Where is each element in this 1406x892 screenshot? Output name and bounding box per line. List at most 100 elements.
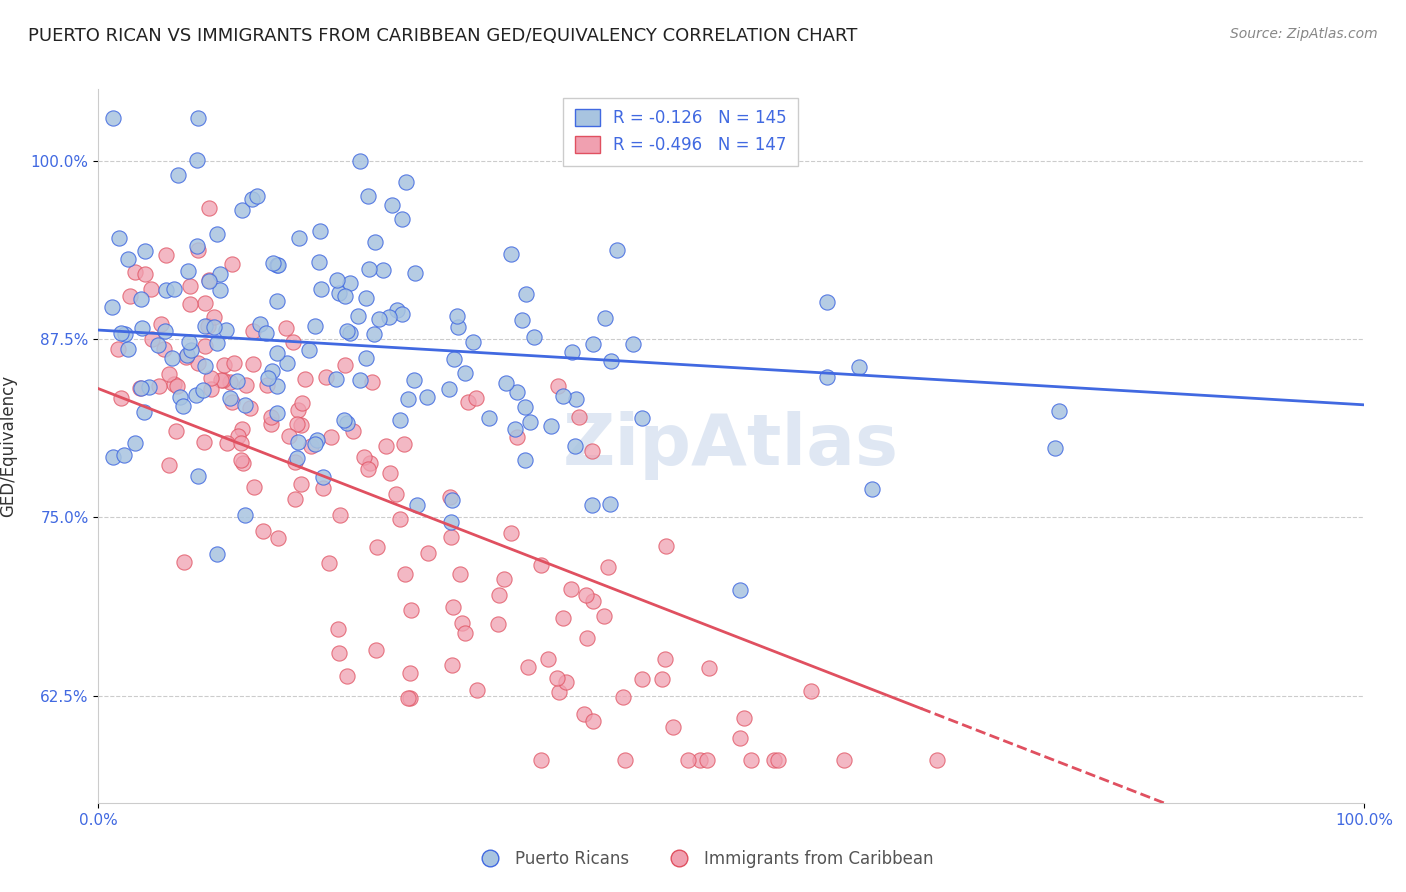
Immigrants from Caribbean — [141, 332, 163, 346]
Immigrants from Caribbean — [231, 422, 253, 436]
Puerto Ricans — [233, 398, 256, 412]
Immigrants from Caribbean — [441, 599, 464, 614]
Text: ZipAtlas: ZipAtlas — [564, 411, 898, 481]
Puerto Ricans — [599, 497, 621, 511]
Immigrants from Caribbean — [278, 429, 301, 443]
Text: Source: ZipAtlas.com: Source: ZipAtlas.com — [1230, 27, 1378, 41]
Legend: R = -0.126   N = 145, R = -0.496   N = 147: R = -0.126 N = 145, R = -0.496 N = 147 — [562, 97, 799, 166]
Immigrants from Caribbean — [394, 567, 416, 582]
Puerto Ricans — [262, 364, 284, 378]
Immigrants from Caribbean — [287, 403, 309, 417]
Puerto Ricans — [515, 400, 537, 414]
Immigrants from Caribbean — [211, 374, 233, 388]
Puerto Ricans — [381, 198, 404, 212]
Puerto Ricans — [266, 293, 288, 308]
Puerto Ricans — [276, 356, 298, 370]
Puerto Ricans — [437, 382, 460, 396]
Puerto Ricans — [309, 224, 332, 238]
Immigrants from Caribbean — [548, 684, 571, 698]
Immigrants from Caribbean — [488, 616, 510, 631]
Immigrants from Caribbean — [328, 508, 350, 522]
Puerto Ricans — [582, 337, 605, 351]
Immigrants from Caribbean — [399, 690, 422, 705]
Immigrants from Caribbean — [200, 371, 222, 385]
Puerto Ricans — [267, 258, 290, 272]
Puerto Ricans — [233, 508, 256, 523]
Puerto Ricans — [129, 293, 152, 307]
Immigrants from Caribbean — [465, 391, 488, 405]
Puerto Ricans — [231, 202, 253, 217]
Immigrants from Caribbean — [575, 588, 598, 602]
Puerto Ricans — [495, 376, 517, 390]
Puerto Ricans — [363, 235, 385, 249]
Immigrants from Caribbean — [150, 317, 173, 331]
Puerto Ricans — [177, 335, 200, 350]
Immigrants from Caribbean — [328, 622, 350, 636]
Immigrants from Caribbean — [768, 753, 790, 767]
Immigrants from Caribbean — [832, 753, 855, 767]
Puerto Ricans — [515, 286, 537, 301]
Immigrants from Caribbean — [128, 381, 150, 395]
Puerto Ricans — [194, 319, 217, 334]
Immigrants from Caribbean — [285, 417, 308, 431]
Puerto Ricans — [176, 348, 198, 362]
Puerto Ricans — [208, 268, 231, 282]
Immigrants from Caribbean — [494, 572, 516, 586]
Immigrants from Caribbean — [118, 289, 141, 303]
Puerto Ricans — [172, 399, 194, 413]
Immigrants from Caribbean — [662, 720, 685, 734]
Immigrants from Caribbean — [252, 524, 274, 538]
Immigrants from Caribbean — [560, 582, 582, 596]
Immigrants from Caribbean — [232, 456, 254, 470]
Immigrants from Caribbean — [398, 666, 420, 681]
Immigrants from Caribbean — [221, 395, 243, 409]
Immigrants from Caribbean — [366, 540, 388, 554]
Puerto Ricans — [347, 310, 370, 324]
Puerto Ricans — [519, 415, 541, 429]
Immigrants from Caribbean — [328, 646, 350, 660]
Puerto Ricans — [396, 392, 419, 406]
Puerto Ricans — [357, 189, 380, 203]
Immigrants from Caribbean — [256, 378, 278, 392]
Immigrants from Caribbean — [212, 359, 235, 373]
Puerto Ricans — [146, 337, 169, 351]
Immigrants from Caribbean — [613, 753, 636, 767]
Immigrants from Caribbean — [209, 372, 232, 386]
Immigrants from Caribbean — [110, 391, 132, 405]
Puerto Ricans — [308, 255, 330, 269]
Immigrants from Caribbean — [574, 706, 596, 721]
Immigrants from Caribbean — [229, 452, 252, 467]
Immigrants from Caribbean — [243, 480, 266, 494]
Puerto Ricans — [266, 258, 288, 272]
Puerto Ricans — [187, 468, 209, 483]
Immigrants from Caribbean — [537, 652, 560, 666]
Immigrants from Caribbean — [224, 356, 246, 370]
Puerto Ricans — [354, 351, 377, 365]
Immigrants from Caribbean — [530, 753, 553, 767]
Puerto Ricans — [266, 406, 288, 420]
Immigrants from Caribbean — [219, 375, 242, 389]
Immigrants from Caribbean — [197, 318, 219, 333]
Puerto Ricans — [305, 434, 328, 448]
Immigrants from Caribbean — [202, 310, 225, 325]
Puerto Ricans — [339, 326, 361, 340]
Immigrants from Caribbean — [174, 350, 197, 364]
Immigrants from Caribbean — [800, 684, 823, 698]
Puerto Ricans — [214, 323, 236, 337]
Puerto Ricans — [117, 342, 139, 356]
Puerto Ricans — [257, 371, 280, 385]
Puerto Ricans — [513, 452, 536, 467]
Puerto Ricans — [177, 263, 200, 277]
Immigrants from Caribbean — [284, 492, 307, 507]
Immigrants from Caribbean — [353, 450, 375, 465]
Immigrants from Caribbean — [440, 530, 463, 544]
Puerto Ricans — [110, 326, 132, 340]
Immigrants from Caribbean — [215, 436, 238, 450]
Immigrants from Caribbean — [740, 753, 762, 767]
Puerto Ricans — [112, 448, 135, 462]
Puerto Ricans — [1043, 441, 1066, 455]
Immigrants from Caribbean — [179, 297, 201, 311]
Puerto Ricans — [441, 493, 464, 508]
Puerto Ricans — [363, 326, 385, 341]
Puerto Ricans — [138, 380, 160, 394]
